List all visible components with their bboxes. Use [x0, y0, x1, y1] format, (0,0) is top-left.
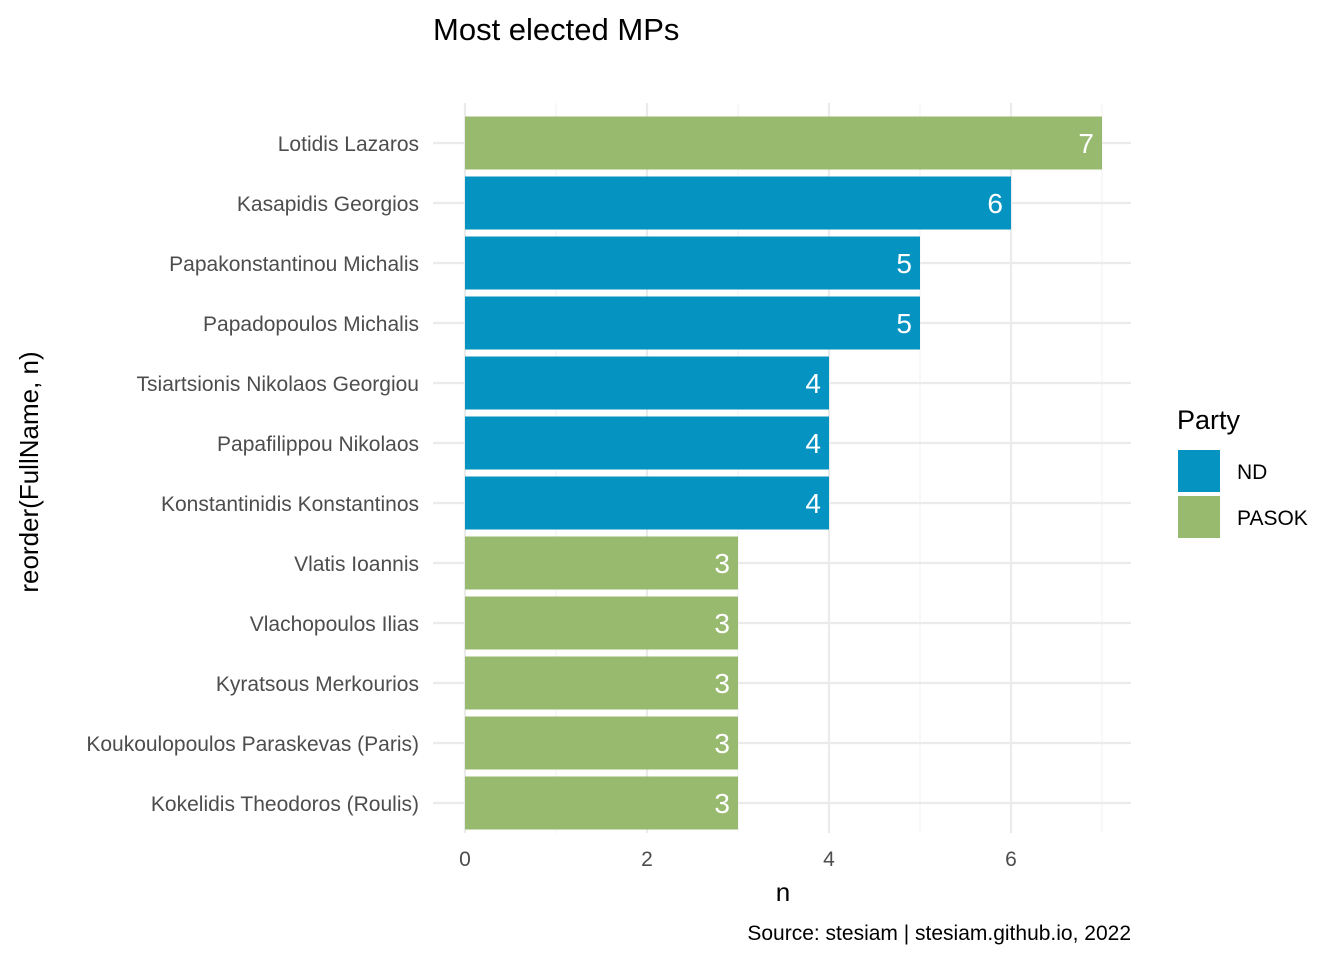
y-tick-label: Tsiartsionis Nikolaos Georgiou — [137, 373, 419, 396]
bar-value-label: 3 — [714, 728, 730, 759]
legend-title: Party — [1177, 405, 1241, 435]
bar — [465, 596, 738, 650]
y-tick-label: Papafilippou Nikolaos — [217, 433, 419, 456]
bar-value-label: 4 — [805, 428, 821, 459]
bar-value-label: 3 — [714, 548, 730, 579]
bar-value-label: 3 — [714, 668, 730, 699]
x-tick-label: 6 — [1005, 848, 1017, 871]
bar — [465, 656, 738, 710]
y-axis-title: reorder(FullName, n) — [14, 351, 44, 592]
chart-caption: Source: stesiam | stesiam.github.io, 202… — [747, 922, 1131, 945]
bar — [465, 416, 829, 470]
bar — [465, 356, 829, 410]
y-tick-label: Kokelidis Theodoros (Roulis) — [151, 793, 419, 816]
x-tick-label: 4 — [823, 848, 835, 871]
y-tick-label: Lotidis Lazaros — [278, 133, 419, 156]
bar-value-label: 5 — [896, 308, 912, 339]
y-tick-labels: Lotidis Lazaros Kasapidis Georgios Papakon… — [86, 133, 419, 816]
bar-value-label: 4 — [805, 488, 821, 519]
bar — [465, 296, 920, 350]
legend: Party ND PASOK — [1177, 405, 1308, 538]
legend-key — [1178, 450, 1220, 492]
legend-label: ND — [1237, 461, 1267, 484]
y-tick-label: Vlachopoulos Ilias — [250, 613, 419, 636]
bar — [465, 476, 829, 530]
y-tick-label: Kyratsous Merkourios — [216, 673, 419, 696]
chart-title: Most elected MPs — [433, 12, 679, 47]
bar — [465, 716, 738, 770]
bar-value-label: 3 — [714, 788, 730, 819]
bar-value-label: 3 — [714, 608, 730, 639]
legend-label: PASOK — [1237, 507, 1308, 530]
x-tick-label: 2 — [641, 848, 653, 871]
bar — [465, 176, 1011, 230]
y-tick-label: Kasapidis Georgios — [237, 193, 419, 216]
y-tick-label: Vlatis Ioannis — [294, 553, 419, 576]
bar-value-label: 5 — [896, 248, 912, 279]
bar-value-label: 4 — [805, 368, 821, 399]
x-tick-label: 0 — [459, 848, 471, 871]
bar-value-label: 6 — [987, 188, 1003, 219]
y-tick-label: Papadopoulos Michalis — [203, 313, 419, 336]
bar-value-label: 7 — [1078, 128, 1094, 159]
bar — [465, 776, 738, 830]
x-axis-title: n — [776, 877, 790, 907]
y-tick-label: Konstantinidis Konstantinos — [161, 493, 419, 516]
bars: 7 6 5 5 4 4 4 3 3 3 3 3 — [465, 116, 1102, 830]
y-tick-label: Papakonstantinou Michalis — [169, 253, 419, 276]
bar — [465, 116, 1102, 170]
bar — [465, 536, 738, 590]
y-tick-label: Koukoulopoulos Paraskevas (Paris) — [86, 733, 419, 756]
legend-key — [1178, 496, 1220, 538]
bar — [465, 236, 920, 290]
x-tick-labels: 0 2 4 6 — [459, 848, 1017, 871]
